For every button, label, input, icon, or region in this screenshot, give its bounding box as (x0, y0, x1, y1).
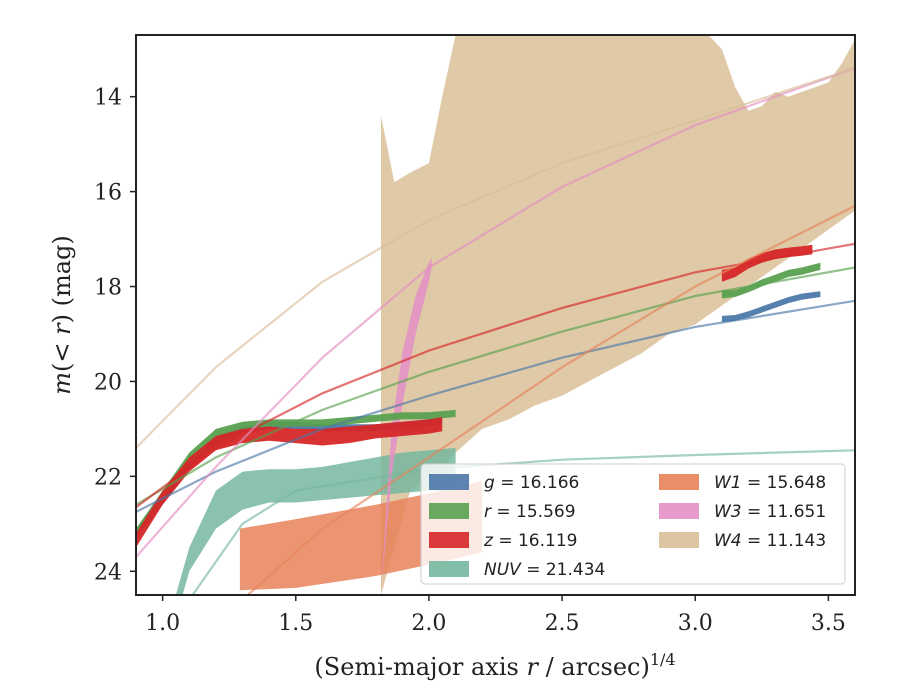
band-r-outer (721, 262, 821, 299)
model-line-layer (136, 67, 855, 595)
model-line-w1 (246, 204, 855, 595)
x-tick-label: 1.0 (145, 611, 180, 636)
model-line-w3 (136, 67, 855, 558)
legend-swatch-w4 (659, 532, 699, 548)
x-tick-label: 3.5 (811, 611, 846, 636)
y-axis-title: m(< r) (mag) (48, 235, 76, 395)
y-tick-label: 22 (94, 465, 122, 490)
y-tick-label: 18 (94, 276, 122, 301)
legend-label-r: r = 15.569 (484, 502, 576, 522)
legend: g = 16.166 r = 15.569 z = 16.119 NUV = 21.4… (420, 463, 846, 585)
y-tick-label: 24 (94, 560, 122, 585)
legend-label-w3: W3 = 11.651 (714, 502, 826, 522)
legend-swatch-g (429, 474, 469, 490)
model-line-r (136, 266, 855, 506)
band-g-outer (721, 291, 821, 323)
legend-swatch-w3 (659, 503, 699, 519)
legend-swatch-z (429, 532, 469, 548)
x-axis: 1.0 1.5 2.0 2.5 3.0 3.5 (145, 595, 846, 636)
band-nuv (175, 447, 456, 595)
y-tick-label: 16 (94, 181, 122, 206)
x-tick-label: 2.5 (545, 611, 580, 636)
model-line-g (136, 299, 855, 513)
plot-frame (135, 34, 856, 596)
legend-swatch-nuv (429, 561, 469, 577)
y-tick-label: 14 (94, 86, 122, 111)
legend-frame (420, 463, 846, 585)
x-tick-label: 1.5 (278, 611, 313, 636)
model-line-w4 (136, 67, 855, 449)
legend-label-w1: W1 = 15.648 (714, 473, 826, 493)
x-axis-title: (Semi-major axis r / arcsec)1/4 (314, 650, 675, 681)
legend-label-z: z = 16.119 (483, 531, 577, 551)
y-tick-label: 20 (94, 370, 122, 395)
legend-swatch-w1 (659, 474, 699, 490)
legend-label-nuv: NUV = 21.434 (484, 560, 605, 580)
band-z-outer (721, 244, 813, 282)
x-tick-label: 2.0 (411, 611, 446, 636)
model-line-z (136, 242, 855, 509)
legend-label-w4: W4 = 11.143 (714, 531, 826, 551)
x-tick-label: 3.0 (678, 611, 713, 636)
legend-label-g: g = 16.166 (484, 473, 579, 493)
legend-swatch-r (429, 503, 469, 519)
y-axis: 14 16 18 20 22 24 (94, 86, 136, 585)
band-w4 (381, 35, 855, 595)
